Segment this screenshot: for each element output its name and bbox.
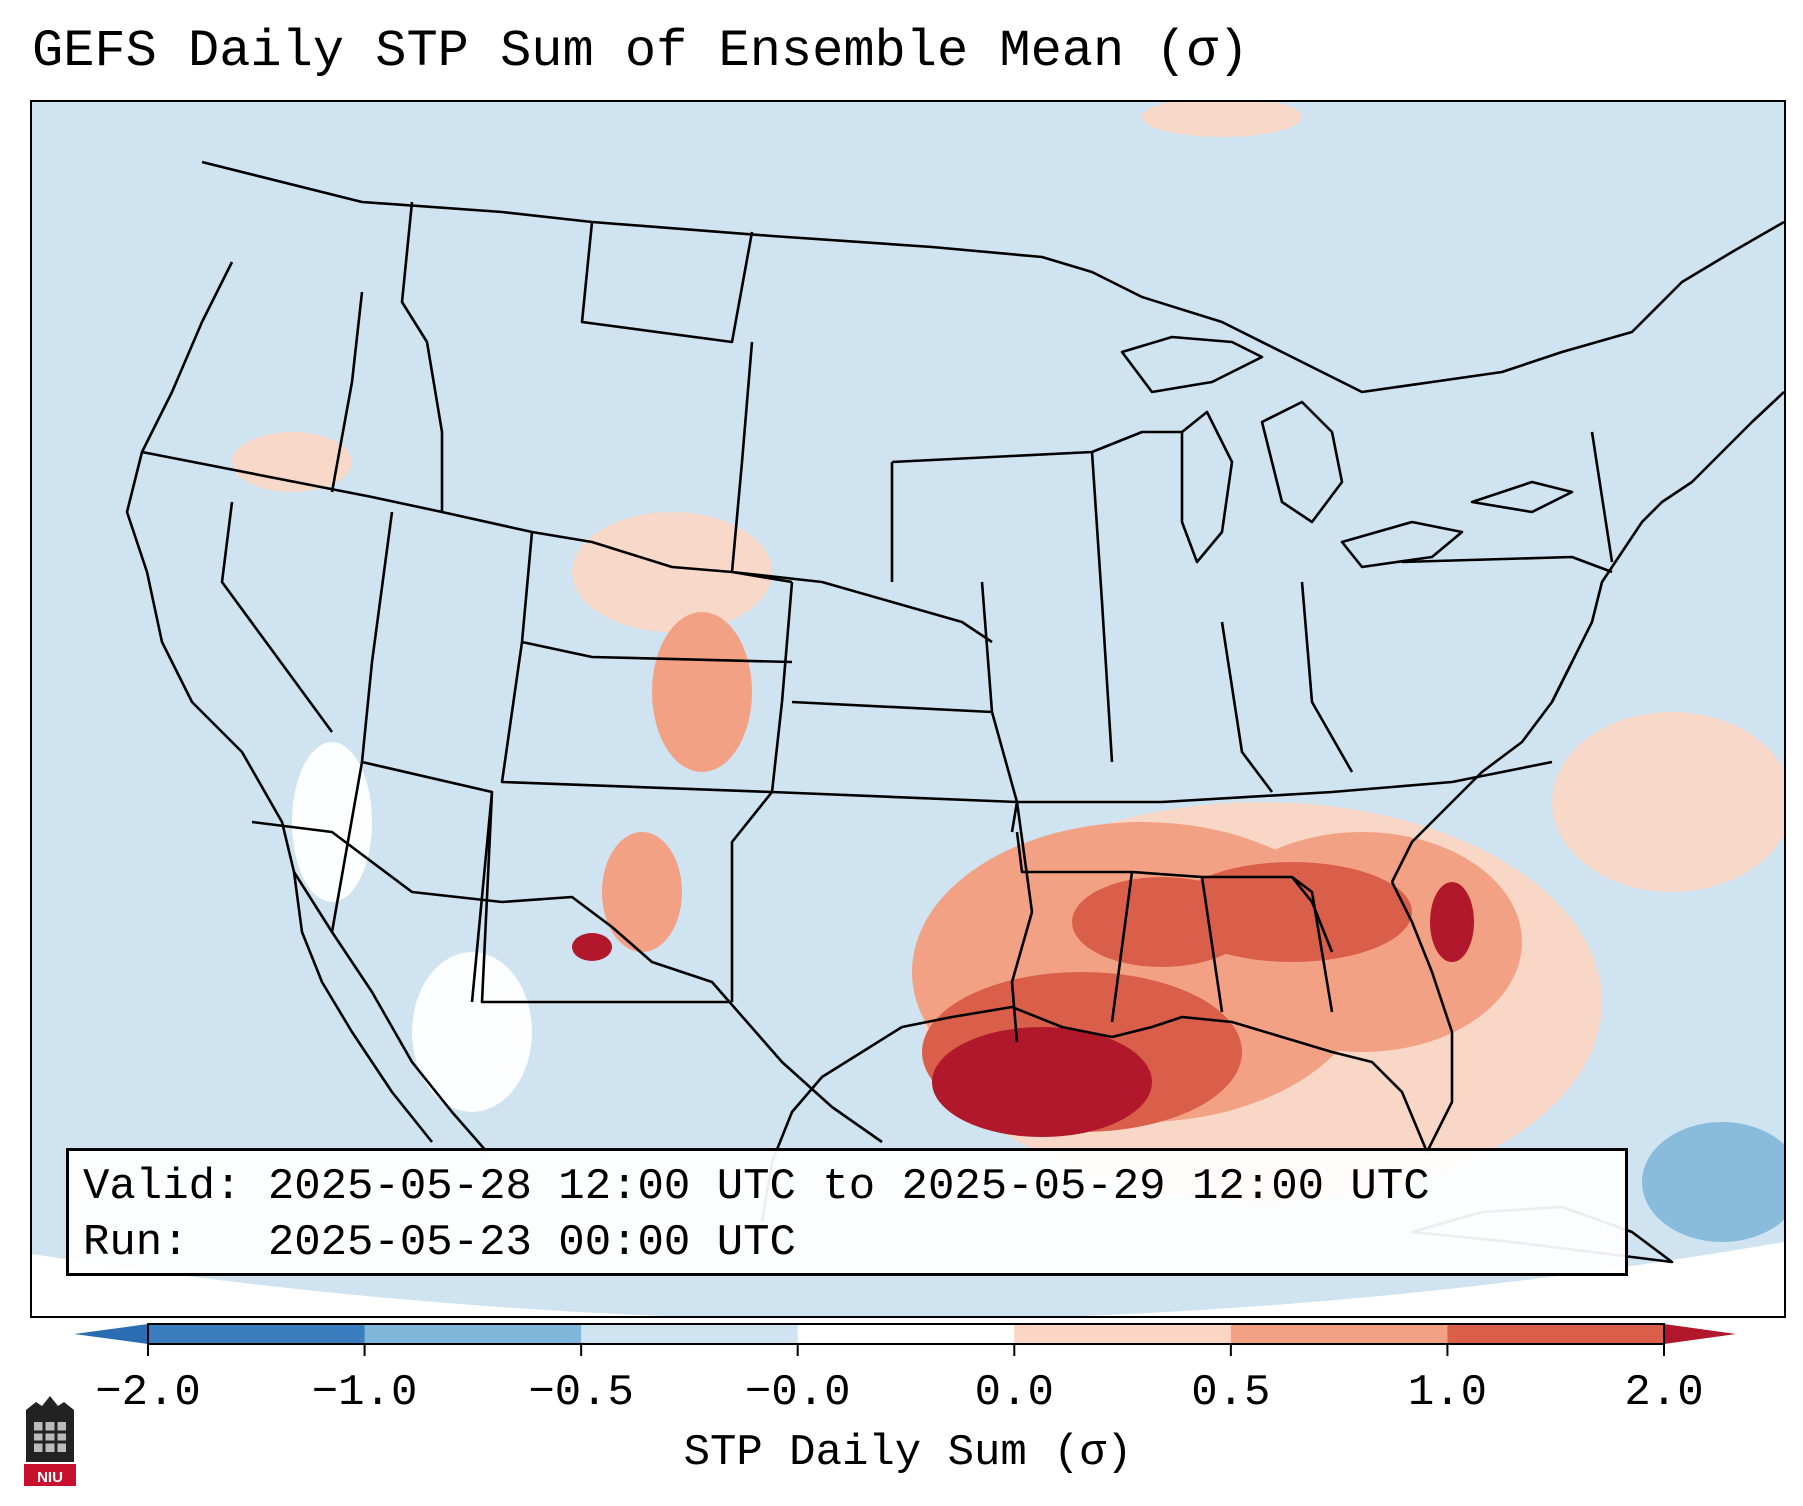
colorbar-frame [147,1323,1665,1345]
stp-area-extreme [932,1027,1152,1137]
us-mexico-border [251,820,883,1144]
colorbar-tick-label: 1.0 [1407,1368,1488,1418]
colorbar-bin [148,1324,366,1344]
atlantic-coastline [1390,391,1784,883]
niu-logo: NIU [22,1392,78,1488]
state-boundaries [125,160,1784,1264]
great-lakes [1120,335,1574,569]
stp-area-light [232,432,352,492]
map-panel[interactable] [30,100,1786,1318]
colorbar-tick-label: 0.0 [974,1368,1054,1418]
colorbar-tick-label: −0.0 [744,1368,851,1418]
colorbar-bin [1014,1324,1232,1344]
valid-run-info-box: Valid: 2025-05-28 12:00 UTC to 2025-05-2… [66,1148,1628,1276]
stp-area-light [572,512,772,632]
stp-area-negative [1642,1122,1784,1242]
colorbar-bins [148,1324,1665,1344]
stp-area-neutral [292,742,372,902]
colorbar [74,1323,1736,1356]
colorbar-tick-label: −0.5 [528,1368,634,1418]
stp-area-high [1072,877,1252,967]
colorbar-bin [1447,1324,1665,1344]
map-title: GEFS Daily STP Sum of Ensemble Mean (σ) [32,22,1249,81]
state-lines [141,201,1614,1043]
colorbar-under-arrow [74,1324,148,1344]
pacific-coastline [125,261,488,1153]
valid-value: 2025-05-28 12:00 UTC to 2025-05-29 12:00… [267,1162,1430,1212]
colorbar-ticks [147,1344,1665,1356]
stp-field-layer [232,102,1784,1242]
colorbar-bin [1230,1324,1448,1344]
colorbar-tick-label: −2.0 [95,1368,201,1418]
colorbar-tick-label: 2.0 [1624,1368,1704,1418]
stp-area-light [1552,712,1784,892]
colorbar-bin [581,1324,799,1344]
colorbar-tick-label: −1.0 [311,1368,418,1418]
valid-label: Valid: [83,1162,242,1212]
stp-area-extreme [1430,882,1474,962]
valid-line: Valid: 2025-05-28 12:00 UTC to 2025-05-2… [83,1159,1611,1215]
run-value: 2025-05-23 00:00 UTC [267,1218,796,1268]
colorbar-bin [364,1324,582,1344]
run-line: Run: 2025-05-23 00:00 UTC [83,1215,1611,1271]
run-label: Run: [83,1218,189,1268]
logo-text: NIU [37,1469,63,1486]
colorbar-tick-label: 0.5 [1191,1368,1271,1418]
stp-area-light [1142,102,1302,137]
map-canvas [32,102,1784,1316]
colorbar-over-arrow [1664,1324,1736,1344]
stp-area-neutral [412,952,532,1112]
stp-area-medium [652,612,752,772]
colorbar-label: STP Daily Sum (σ) [683,1428,1133,1478]
stp-area-high [572,933,612,961]
colorbar-bin [797,1324,1015,1344]
stp-area-medium [602,832,682,952]
baja-coastline [292,871,434,1143]
